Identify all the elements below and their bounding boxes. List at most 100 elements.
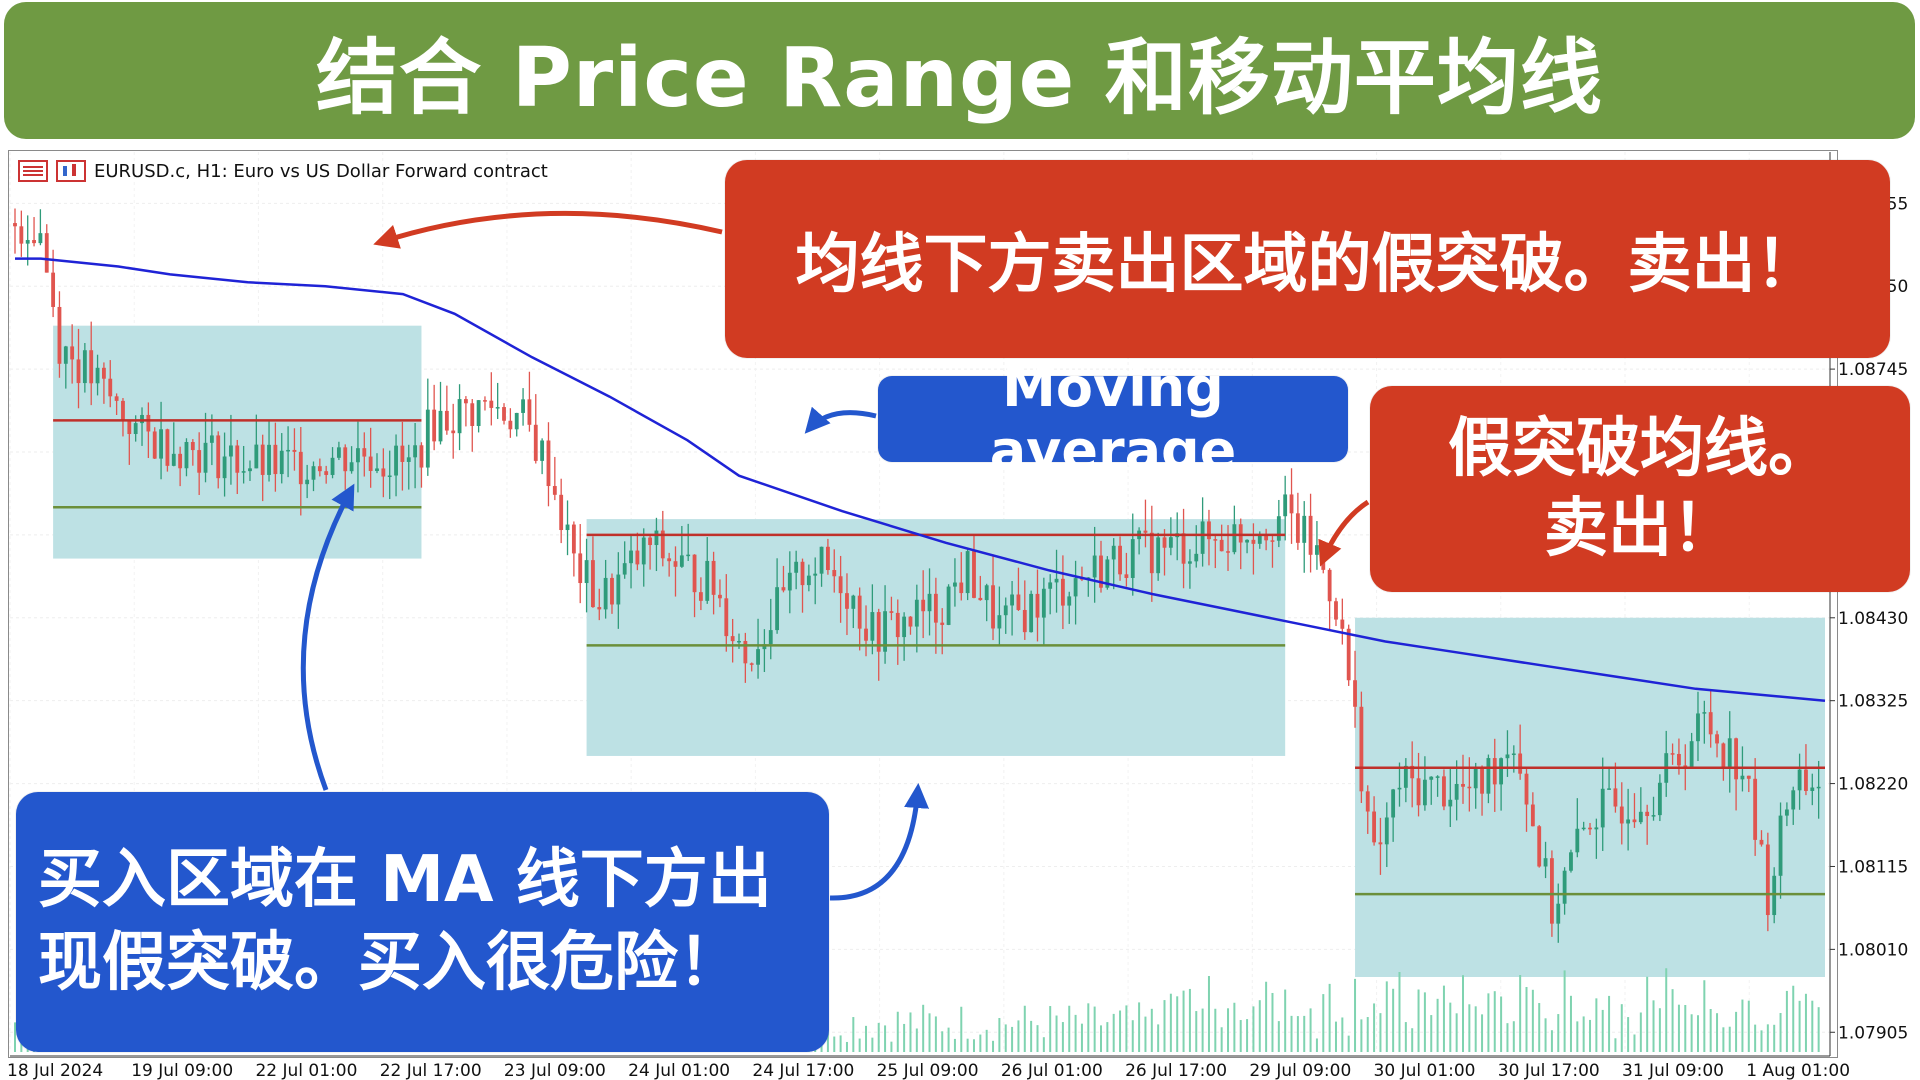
candle-body [1048,582,1053,589]
candle-body [667,558,672,562]
candle-body [1143,530,1148,533]
candle-body [502,407,506,421]
candle-body [895,612,900,638]
candle-body [756,649,760,665]
candle-body [743,640,748,664]
candle-body [1486,758,1491,794]
candle-body [1124,574,1129,578]
candle-body [1734,738,1739,780]
candle-body [679,555,684,567]
candle-body [591,560,595,608]
candle-body [1302,515,1307,543]
candle-body [1099,555,1103,588]
candle-body [705,560,710,601]
candle-body [1702,712,1707,714]
candle-body [1207,521,1211,540]
candle-body [978,597,983,601]
y-tick-label: 1.08115 [1838,857,1908,877]
candle-body [394,445,398,476]
candle-body [1505,754,1510,759]
candle-body [813,573,818,576]
candle-body [1575,828,1580,853]
candle-body [222,456,227,479]
candle-body [1772,875,1777,916]
candle-body [241,471,246,473]
x-tick-label: 26 Jul 17:00 [1125,1061,1227,1080]
x-tick-label: 18 Jul 2024 [7,1061,103,1080]
callout-right-line1: 假突破均线。 [1448,412,1832,486]
candle-body [864,628,868,641]
candle-body [406,457,411,462]
candle-body [1461,783,1465,787]
candle-body [248,468,252,472]
moving-average-line [15,257,1826,702]
candle-body [292,449,297,452]
candle-body [1727,738,1732,768]
candle-body [1746,775,1751,779]
candle-body [1162,537,1167,548]
candle-body [387,475,392,478]
candle-body [648,537,653,546]
candle-body [1784,809,1789,816]
candle-body [972,551,976,598]
candle-body [527,399,532,425]
candle-body [1213,539,1218,541]
candle-body [654,530,659,546]
candle-body [1600,788,1605,828]
false-breakout-sell-callout: 均线下方卖出区域的假突破。卖出！ [725,160,1890,358]
candle-body [1149,532,1154,574]
x-tick-label: 30 Jul 17:00 [1498,1061,1600,1080]
candle-body [432,409,437,442]
candle-body [533,424,538,461]
callout-bottom-line2: 现假突破。买入很危险！ [38,926,742,1000]
candle-body [457,399,462,434]
candle-body [216,435,221,479]
candle-body [1759,839,1764,845]
callout-top-text: 均线下方卖出区域的假突破。卖出！ [795,228,1820,302]
candle-body [444,410,449,431]
candle-body [521,399,525,413]
candle-body [1549,858,1554,924]
candle-body [1276,516,1281,541]
candle-body [1397,787,1402,790]
candle-body [32,240,36,244]
candle-body [1359,706,1364,792]
candle-body [749,663,754,665]
candle-body [336,447,341,458]
candle-body [857,595,862,629]
candle-body [44,233,49,273]
candle-body [76,359,81,384]
chart-icon[interactable] [56,160,86,182]
candle-body [1016,594,1021,610]
candle-body [940,622,945,625]
candle-body [209,435,214,443]
candle-body [1638,811,1643,823]
candle-body [565,524,570,531]
candle-body [1353,680,1357,707]
title-banner: 结合 Price Range 和移动平均线 [4,2,1915,139]
candle-body [1391,789,1396,818]
candle-body [159,429,163,459]
candle-body [1238,524,1243,543]
candle-body [1118,545,1122,575]
x-tick-label: 24 Jul 17:00 [752,1061,854,1080]
candle-body [578,553,583,584]
candle-body [1740,775,1745,780]
candle-body [1810,787,1815,791]
candle-body [959,582,964,594]
candle-body [1670,753,1675,755]
arrow-to-range-2 [829,783,930,901]
candle-body [476,400,481,426]
candle-body [603,577,608,610]
candle-body [508,420,513,430]
list-icon[interactable] [18,160,48,182]
candle-body [800,561,805,586]
x-tick-label: 1 Aug 01:00 [1746,1061,1850,1080]
candle-body [438,410,443,442]
candle-body [267,444,271,475]
candle-body [546,440,551,487]
x-tick-label: 19 Jul 09:00 [131,1061,233,1080]
candle-body [1492,758,1497,785]
arrow-to-ma-breakout [1318,499,1370,567]
candle-body [1677,753,1681,766]
